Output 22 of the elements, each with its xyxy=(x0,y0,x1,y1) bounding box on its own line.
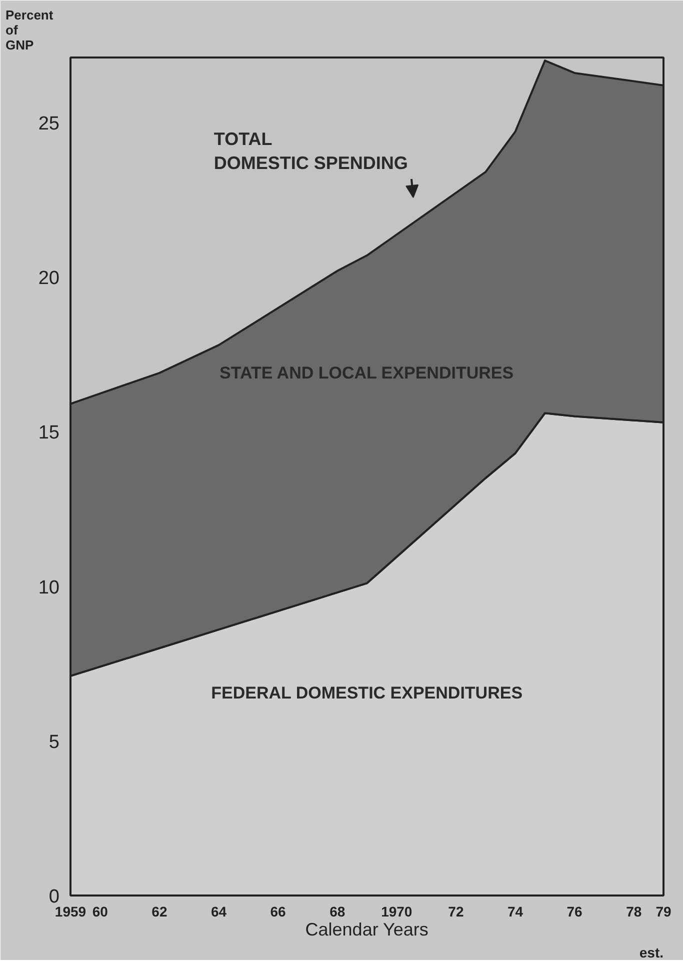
y-tick-label: 5 xyxy=(48,732,60,753)
x-tick-label: 76 xyxy=(566,904,583,920)
x-tick-label: 72 xyxy=(448,904,464,920)
y-tick-label: 20 xyxy=(38,268,60,290)
y-axis-title: Percent of GNP xyxy=(6,8,54,52)
y-tick-label: 25 xyxy=(38,113,60,134)
y-tick-label: 10 xyxy=(38,577,60,598)
x-tick-label: 1970 xyxy=(381,904,412,920)
annotation: TOTAL DOMESTIC SPENDING xyxy=(214,129,408,174)
x-tick-label: 78 xyxy=(626,904,642,920)
x-tick-label: 60 xyxy=(92,904,108,920)
x-tick-label: 62 xyxy=(152,904,168,920)
x-tick-label: 74 xyxy=(507,904,524,920)
x-tick-label: 79 xyxy=(656,904,672,920)
x-axis-title: Calendar Years xyxy=(305,920,428,940)
y-tick-label: 15 xyxy=(38,422,60,444)
x-tick-label: 64 xyxy=(210,904,227,920)
text: est. xyxy=(639,944,664,960)
x-tick-label: 68 xyxy=(330,904,346,920)
series-label: FEDERAL DOMESTIC EXPENDITURES xyxy=(211,683,523,702)
series-label: STATE AND LOCAL EXPENDITURES xyxy=(220,363,514,382)
x-tick-label: 66 xyxy=(270,904,286,920)
